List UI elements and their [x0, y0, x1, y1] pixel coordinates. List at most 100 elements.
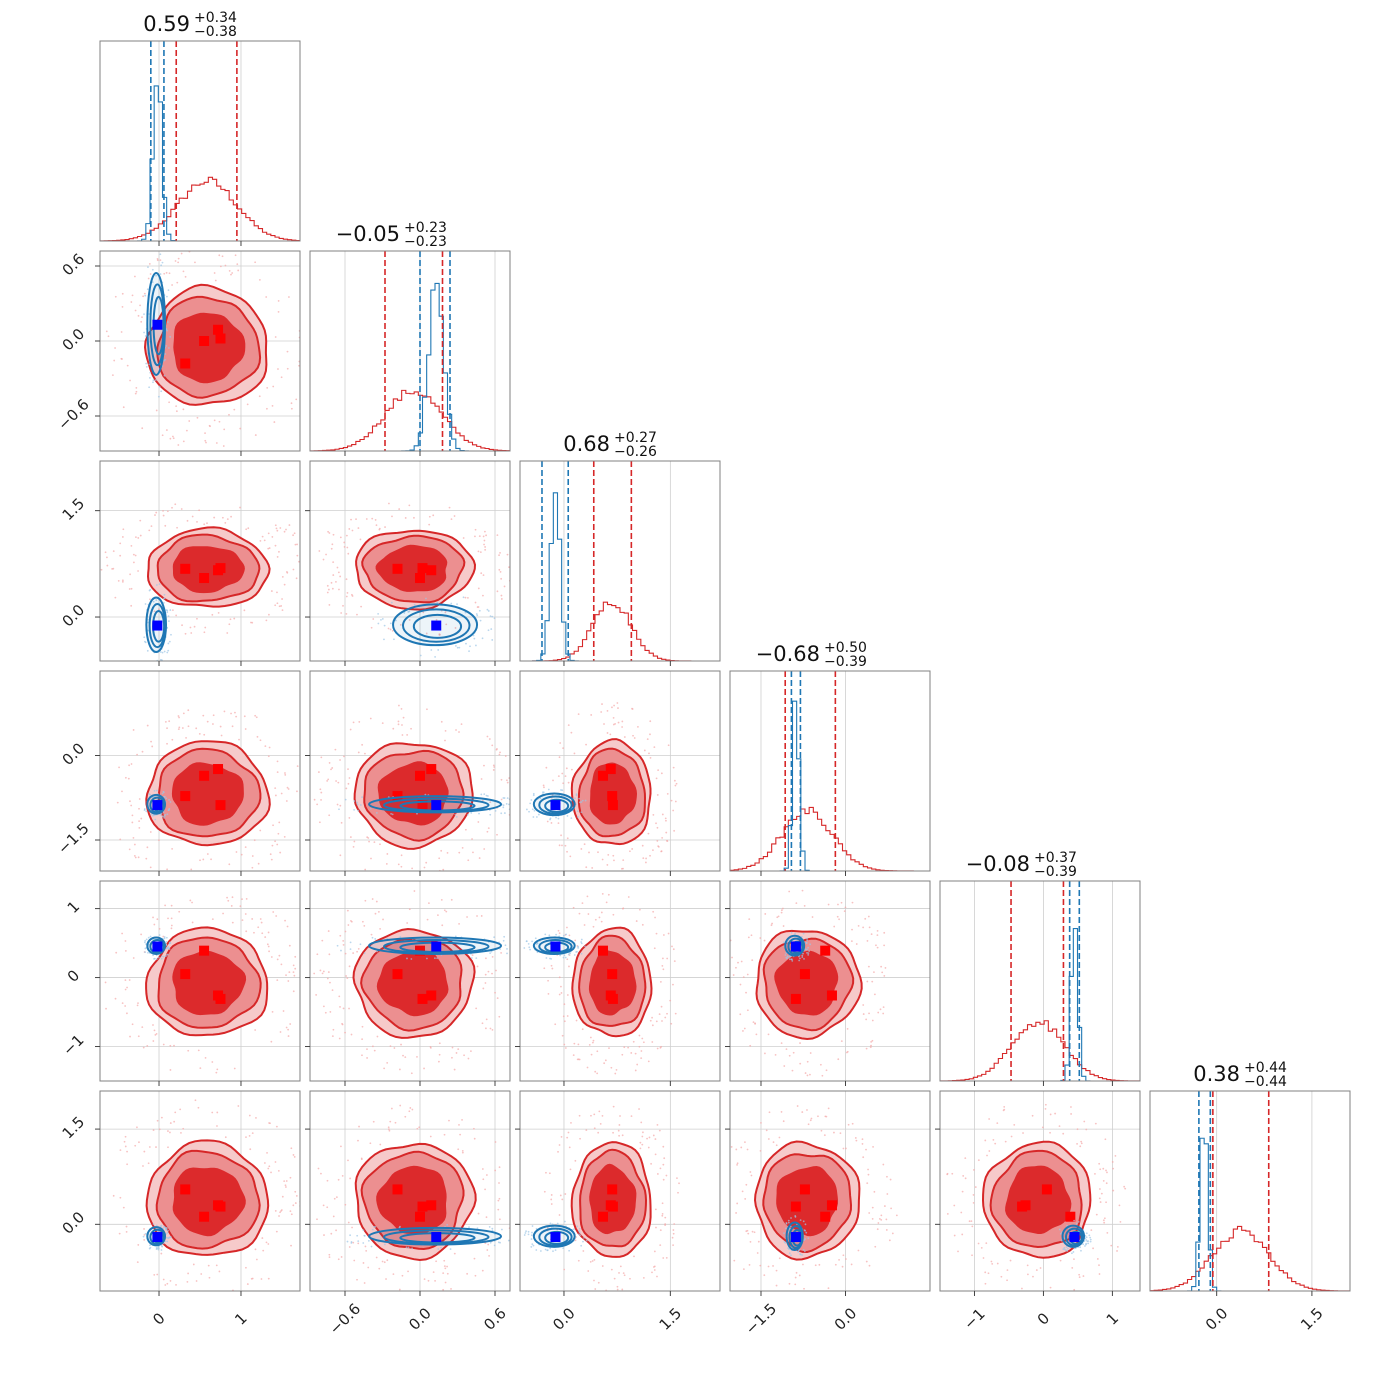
scatter-red-3-1-44 — [492, 769, 495, 771]
scatter-red-5-0-1 — [245, 1266, 247, 1269]
scatter-red-5-0-117 — [186, 1280, 189, 1283]
contour-blue-4-2-1 — [538, 938, 573, 955]
title-minus-0: −0.38 — [194, 24, 237, 40]
scatter-red-4-3-27 — [862, 1013, 865, 1015]
scatter-blue-5-3-45 — [803, 1250, 806, 1253]
scatter-red-5-1-88 — [352, 1241, 355, 1244]
scatter-red-2-0-44 — [298, 560, 300, 563]
scatter-red-3-2-91 — [559, 742, 562, 744]
scatter-blue-4-3-43 — [806, 951, 808, 954]
scatter-blue-2-1-37 — [491, 639, 494, 641]
marker-red-4-0-0 — [180, 969, 191, 980]
scatter-red-5-4-117 — [996, 1262, 999, 1265]
panel-2-1 — [305, 460, 515, 666]
scatter-red-5-4-98 — [1112, 1189, 1115, 1192]
scatter-red-5-1-64 — [481, 1269, 484, 1272]
marker-red-2-1-0 — [392, 563, 403, 574]
scatter-blue-3-1-4 — [485, 794, 488, 797]
scatter-blue-2-0-44 — [166, 611, 169, 614]
scatter-red-3-1-85 — [358, 721, 361, 723]
scatter-blue-3-1-49 — [375, 812, 378, 814]
scatter-red-1-0-11 — [236, 247, 238, 249]
scatter-red-2-0-22 — [172, 609, 174, 612]
scatter-red-5-0-76 — [179, 1108, 182, 1111]
scatter-red-4-2-58 — [627, 896, 630, 898]
marker-red-4-0-1 — [199, 945, 210, 956]
scatter-red-5-2-79 — [577, 1259, 580, 1262]
scatter-red-5-4-103 — [986, 1154, 988, 1157]
scatter-red-1-0-54 — [139, 304, 141, 307]
scatter-red-4-1-68 — [361, 1038, 364, 1041]
scatter-red-5-0-96 — [280, 1210, 282, 1212]
scatter-red-5-0-41 — [138, 1141, 140, 1144]
scatter-red-1-0-26 — [107, 335, 110, 338]
scatter-blue-5-4-49 — [1063, 1248, 1066, 1251]
scatter-red-3-1-64 — [487, 827, 490, 830]
scatter-blue-5-4-4 — [1089, 1236, 1092, 1239]
scatter-red-3-2-40 — [561, 844, 563, 847]
scatter-blue-1-0-1 — [166, 321, 169, 323]
scatter-red-4-3-11 — [799, 1042, 801, 1044]
scatter-red-3-1-118 — [381, 722, 384, 725]
scatter-red-4-2-11 — [596, 1072, 599, 1075]
scatter-red-5-3-41 — [745, 1230, 748, 1233]
scatter-blue-2-1-40 — [389, 622, 392, 625]
scatter-red-5-3-49 — [880, 1219, 883, 1221]
scatter-red-5-0-50 — [267, 1243, 270, 1245]
scatter-red-4-2-0 — [655, 1020, 658, 1023]
scatter-red-5-4-102 — [1105, 1201, 1107, 1204]
scatter-red-3-2-103 — [666, 840, 669, 843]
scatter-red-1-0-90 — [114, 347, 116, 349]
scatter-red-2-1-50 — [450, 518, 453, 520]
scatter-red-4-2-8 — [610, 1066, 613, 1069]
scatter-red-5-4-2 — [964, 1157, 967, 1159]
scatter-red-3-0-56 — [296, 765, 299, 767]
scatter-red-5-4-35 — [1103, 1221, 1106, 1224]
scatter-red-3-0-102 — [140, 817, 143, 820]
scatter-red-2-1-52 — [499, 571, 502, 573]
marker-red-5-4-0 — [1041, 1184, 1052, 1195]
scatter-red-4-0-36 — [155, 1032, 158, 1035]
scatter-red-4-3-59 — [722, 968, 724, 970]
scatter-red-4-0-52 — [251, 918, 254, 920]
scatter-blue-2-0-31 — [162, 601, 165, 604]
scatter-red-1-0-92 — [237, 269, 240, 272]
scatter-red-5-2-48 — [639, 1147, 642, 1150]
scatter-red-3-0-74 — [151, 745, 154, 748]
scatter-red-3-0-64 — [274, 840, 276, 843]
scatter-red-4-2-34 — [547, 992, 550, 995]
scatter-red-4-2-23 — [600, 911, 603, 914]
scatter-red-4-0-14 — [257, 926, 260, 929]
scatter-red-5-0-114 — [194, 1099, 197, 1102]
scatter-red-4-3-118 — [739, 1013, 742, 1016]
scatter-blue-5-1-5 — [367, 1239, 370, 1242]
frame-4-2 — [519, 880, 721, 1082]
scatter-red-4-3-18 — [716, 966, 718, 968]
scatter-red-2-1-83 — [375, 524, 378, 527]
scatter-red-2-1-13 — [508, 566, 510, 569]
scatter-red-4-3-105 — [739, 983, 742, 986]
scatter-red-3-1-4 — [379, 843, 381, 846]
scatter-red-4-1-66 — [500, 952, 503, 954]
title-plus-5: +0.44 — [1244, 1060, 1287, 1076]
scatter-red-3-2-14 — [613, 859, 615, 862]
scatter-blue-4-2-39 — [584, 945, 586, 948]
scatter-red-2-1-14 — [513, 555, 515, 557]
scatter-red-5-1-0 — [388, 1128, 390, 1131]
scatter-red-5-0-39 — [289, 1210, 292, 1213]
scatter-blue-5-2-38 — [523, 1234, 526, 1236]
scatter-red-3-0-28 — [235, 715, 238, 718]
scatter-red-3-2-73 — [622, 859, 625, 861]
scatter-red-5-1-103 — [326, 1206, 329, 1209]
scatter-red-4-3-81 — [751, 959, 754, 962]
scatter-red-3-2-67 — [674, 784, 677, 787]
scatter-red-1-0-22 — [155, 409, 158, 412]
scatter-red-4-2-99 — [581, 902, 584, 905]
scatter-red-5-2-86 — [656, 1275, 658, 1278]
scatter-red-3-1-33 — [373, 841, 376, 844]
scatter-blue-5-4-47 — [1075, 1222, 1078, 1225]
scatter-blue-3-2-0 — [532, 792, 535, 795]
scatter-red-4-3-51 — [782, 925, 785, 927]
scatter-blue-4-3-49 — [794, 932, 796, 935]
scatter-blue-4-1-22 — [359, 943, 362, 946]
